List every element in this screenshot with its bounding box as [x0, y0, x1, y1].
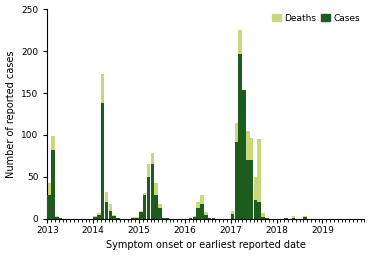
Bar — [47, 183, 51, 219]
Bar — [101, 103, 104, 219]
Bar — [108, 210, 112, 219]
Bar — [158, 204, 162, 219]
Bar — [192, 216, 196, 219]
Bar — [147, 177, 150, 219]
Bar — [242, 90, 246, 219]
Bar — [151, 164, 154, 219]
Bar — [139, 212, 142, 219]
Bar — [59, 218, 63, 219]
Bar — [51, 150, 55, 219]
Bar — [258, 202, 261, 219]
Bar — [112, 216, 116, 219]
Bar — [135, 217, 139, 219]
Bar — [284, 218, 288, 219]
Bar — [105, 192, 108, 219]
Bar — [200, 195, 204, 219]
Bar — [196, 208, 200, 219]
Bar — [55, 217, 58, 219]
Bar — [154, 195, 158, 219]
Bar — [265, 218, 269, 219]
Bar — [196, 202, 200, 219]
Bar — [238, 30, 242, 219]
Bar — [242, 90, 246, 219]
Bar — [254, 200, 257, 219]
Bar — [192, 217, 196, 219]
Bar — [97, 213, 101, 219]
Bar — [108, 204, 112, 219]
Bar — [105, 202, 108, 219]
Bar — [97, 215, 101, 219]
Bar — [131, 217, 135, 219]
Bar — [151, 153, 154, 219]
Bar — [292, 218, 295, 219]
Y-axis label: Number of reported cases: Number of reported cases — [6, 50, 16, 178]
Bar — [189, 218, 192, 219]
Bar — [47, 195, 51, 219]
X-axis label: Symptom onset or earliest reported date: Symptom onset or earliest reported date — [106, 240, 306, 250]
Bar — [55, 216, 58, 219]
Bar — [261, 217, 265, 219]
Bar — [208, 218, 211, 219]
Bar — [147, 164, 150, 219]
Bar — [116, 218, 120, 219]
Bar — [284, 218, 288, 219]
Bar — [139, 210, 142, 219]
Bar — [158, 208, 162, 219]
Bar — [254, 177, 257, 219]
Bar — [303, 216, 307, 219]
Bar — [258, 139, 261, 219]
Legend: Deaths, Cases: Deaths, Cases — [268, 10, 364, 26]
Bar — [131, 218, 135, 219]
Bar — [212, 218, 215, 219]
Bar — [235, 142, 238, 219]
Bar — [261, 213, 265, 219]
Bar — [166, 218, 169, 219]
Bar — [250, 160, 253, 219]
Bar — [189, 218, 192, 219]
Bar — [292, 216, 295, 219]
Bar — [212, 218, 215, 219]
Bar — [135, 218, 139, 219]
Bar — [154, 183, 158, 219]
Bar — [166, 218, 169, 219]
Bar — [200, 204, 204, 219]
Bar — [265, 218, 269, 219]
Bar — [93, 216, 97, 219]
Bar — [246, 131, 249, 219]
Bar — [59, 218, 63, 219]
Bar — [231, 214, 234, 219]
Bar — [112, 215, 116, 219]
Bar — [204, 215, 208, 219]
Bar — [101, 74, 104, 219]
Bar — [143, 195, 147, 219]
Bar — [235, 123, 238, 219]
Bar — [162, 218, 165, 219]
Bar — [238, 54, 242, 219]
Bar — [303, 217, 307, 219]
Bar — [162, 218, 165, 219]
Bar — [250, 137, 253, 219]
Bar — [116, 218, 120, 219]
Bar — [231, 211, 234, 219]
Bar — [93, 217, 97, 219]
Bar — [51, 136, 55, 219]
Bar — [208, 218, 211, 219]
Bar — [143, 193, 147, 219]
Bar — [246, 160, 249, 219]
Bar — [204, 212, 208, 219]
